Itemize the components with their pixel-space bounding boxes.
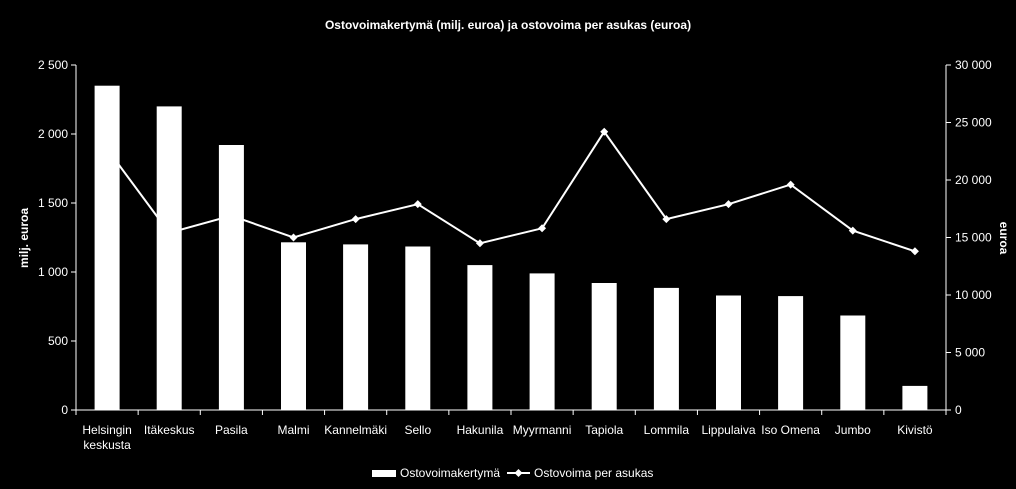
axes: 0 500 1 000 1 500 2 000 2 500 0 5 000 10 000 15 0…: [38, 58, 992, 417]
bar: [716, 295, 741, 410]
bar: [94, 85, 120, 410]
y-tick-label: 2 000: [38, 127, 68, 141]
line-point: [724, 200, 733, 209]
legend-label-line: Ostovoima per asukas: [534, 466, 653, 480]
x-tick-label: Iso Omena: [761, 423, 820, 437]
line-point: [600, 127, 609, 136]
x-tick-label: Lippulaiva: [701, 423, 755, 437]
line-point: [413, 200, 422, 209]
line-point: [538, 224, 547, 233]
y2-tick-label: 0: [955, 403, 962, 417]
y2-tick-label: 30 000: [955, 58, 992, 72]
line-point: [165, 228, 174, 237]
line-point: [786, 180, 795, 189]
x-tick-label: Pasila: [215, 423, 248, 437]
x-axis-ticks: Helsingin keskusta Itäkeskus Pasila Malmi Kan…: [82, 423, 933, 452]
line-point: [848, 226, 857, 235]
y-axis-label: milj. euroa: [17, 208, 31, 268]
y-tick-label: 1 500: [38, 196, 68, 210]
y2-tick-label: 5 000: [955, 346, 985, 360]
x-tick-label: Hakunila: [457, 423, 504, 437]
line-point: [103, 144, 112, 153]
line-point: [289, 233, 298, 242]
bar: [840, 315, 866, 410]
x-tick-label: Sello: [404, 423, 431, 437]
legend: Ostovoimakertymä Ostovoima per asukas: [372, 466, 653, 480]
bar: [467, 265, 493, 410]
legend-swatch-bars: [372, 470, 396, 477]
bar: [281, 242, 306, 410]
bar: [529, 273, 555, 410]
y2-tick-label: 15 000: [955, 231, 992, 245]
line-point: [910, 247, 919, 256]
line-point: [351, 215, 360, 224]
series-line: [106, 129, 916, 253]
y-tick-label: 500: [48, 334, 68, 348]
bar: [902, 385, 928, 410]
legend-label-bars: Ostovoimakertymä: [400, 466, 500, 480]
line-point: [662, 215, 671, 224]
legend-marker-line: [514, 469, 523, 477]
x-tick-label: Itäkeskus: [144, 423, 195, 437]
bar: [218, 145, 244, 410]
x-tick-label: Lommila: [644, 423, 690, 437]
y2-axis-label: euroa: [997, 222, 1011, 255]
bar: [591, 283, 617, 410]
bar: [156, 106, 182, 411]
y-tick-label: 0: [61, 403, 68, 417]
line-series: [103, 127, 919, 256]
chart-title: Ostovoimakertymä (milj. euroa) ja ostovo…: [325, 18, 691, 32]
x-tick-label: Helsingin keskusta: [82, 423, 131, 452]
y-tick-label: 1 000: [38, 265, 68, 279]
x-tick-label: Kivistö: [897, 423, 933, 437]
y2-tick-label: 25 000: [955, 116, 992, 130]
x-tick-label: Kannelmäki: [324, 423, 387, 437]
bar: [405, 246, 431, 410]
bar: [653, 287, 679, 410]
y2-tick-label: 20 000: [955, 173, 992, 187]
bar: [778, 296, 804, 410]
x-tick-label: Malmi: [278, 423, 310, 437]
line-point: [227, 211, 236, 220]
y2-tick-label: 10 000: [955, 288, 992, 302]
x-tick-label: Jumbo: [835, 423, 871, 437]
bar: [343, 244, 369, 410]
x-tick-label: Tapiola: [585, 423, 623, 437]
x-tick-label: Myyrmanni: [513, 423, 572, 437]
line-point: [475, 239, 484, 248]
y-tick-label: 2 500: [38, 58, 68, 72]
bar-series: [94, 85, 928, 411]
